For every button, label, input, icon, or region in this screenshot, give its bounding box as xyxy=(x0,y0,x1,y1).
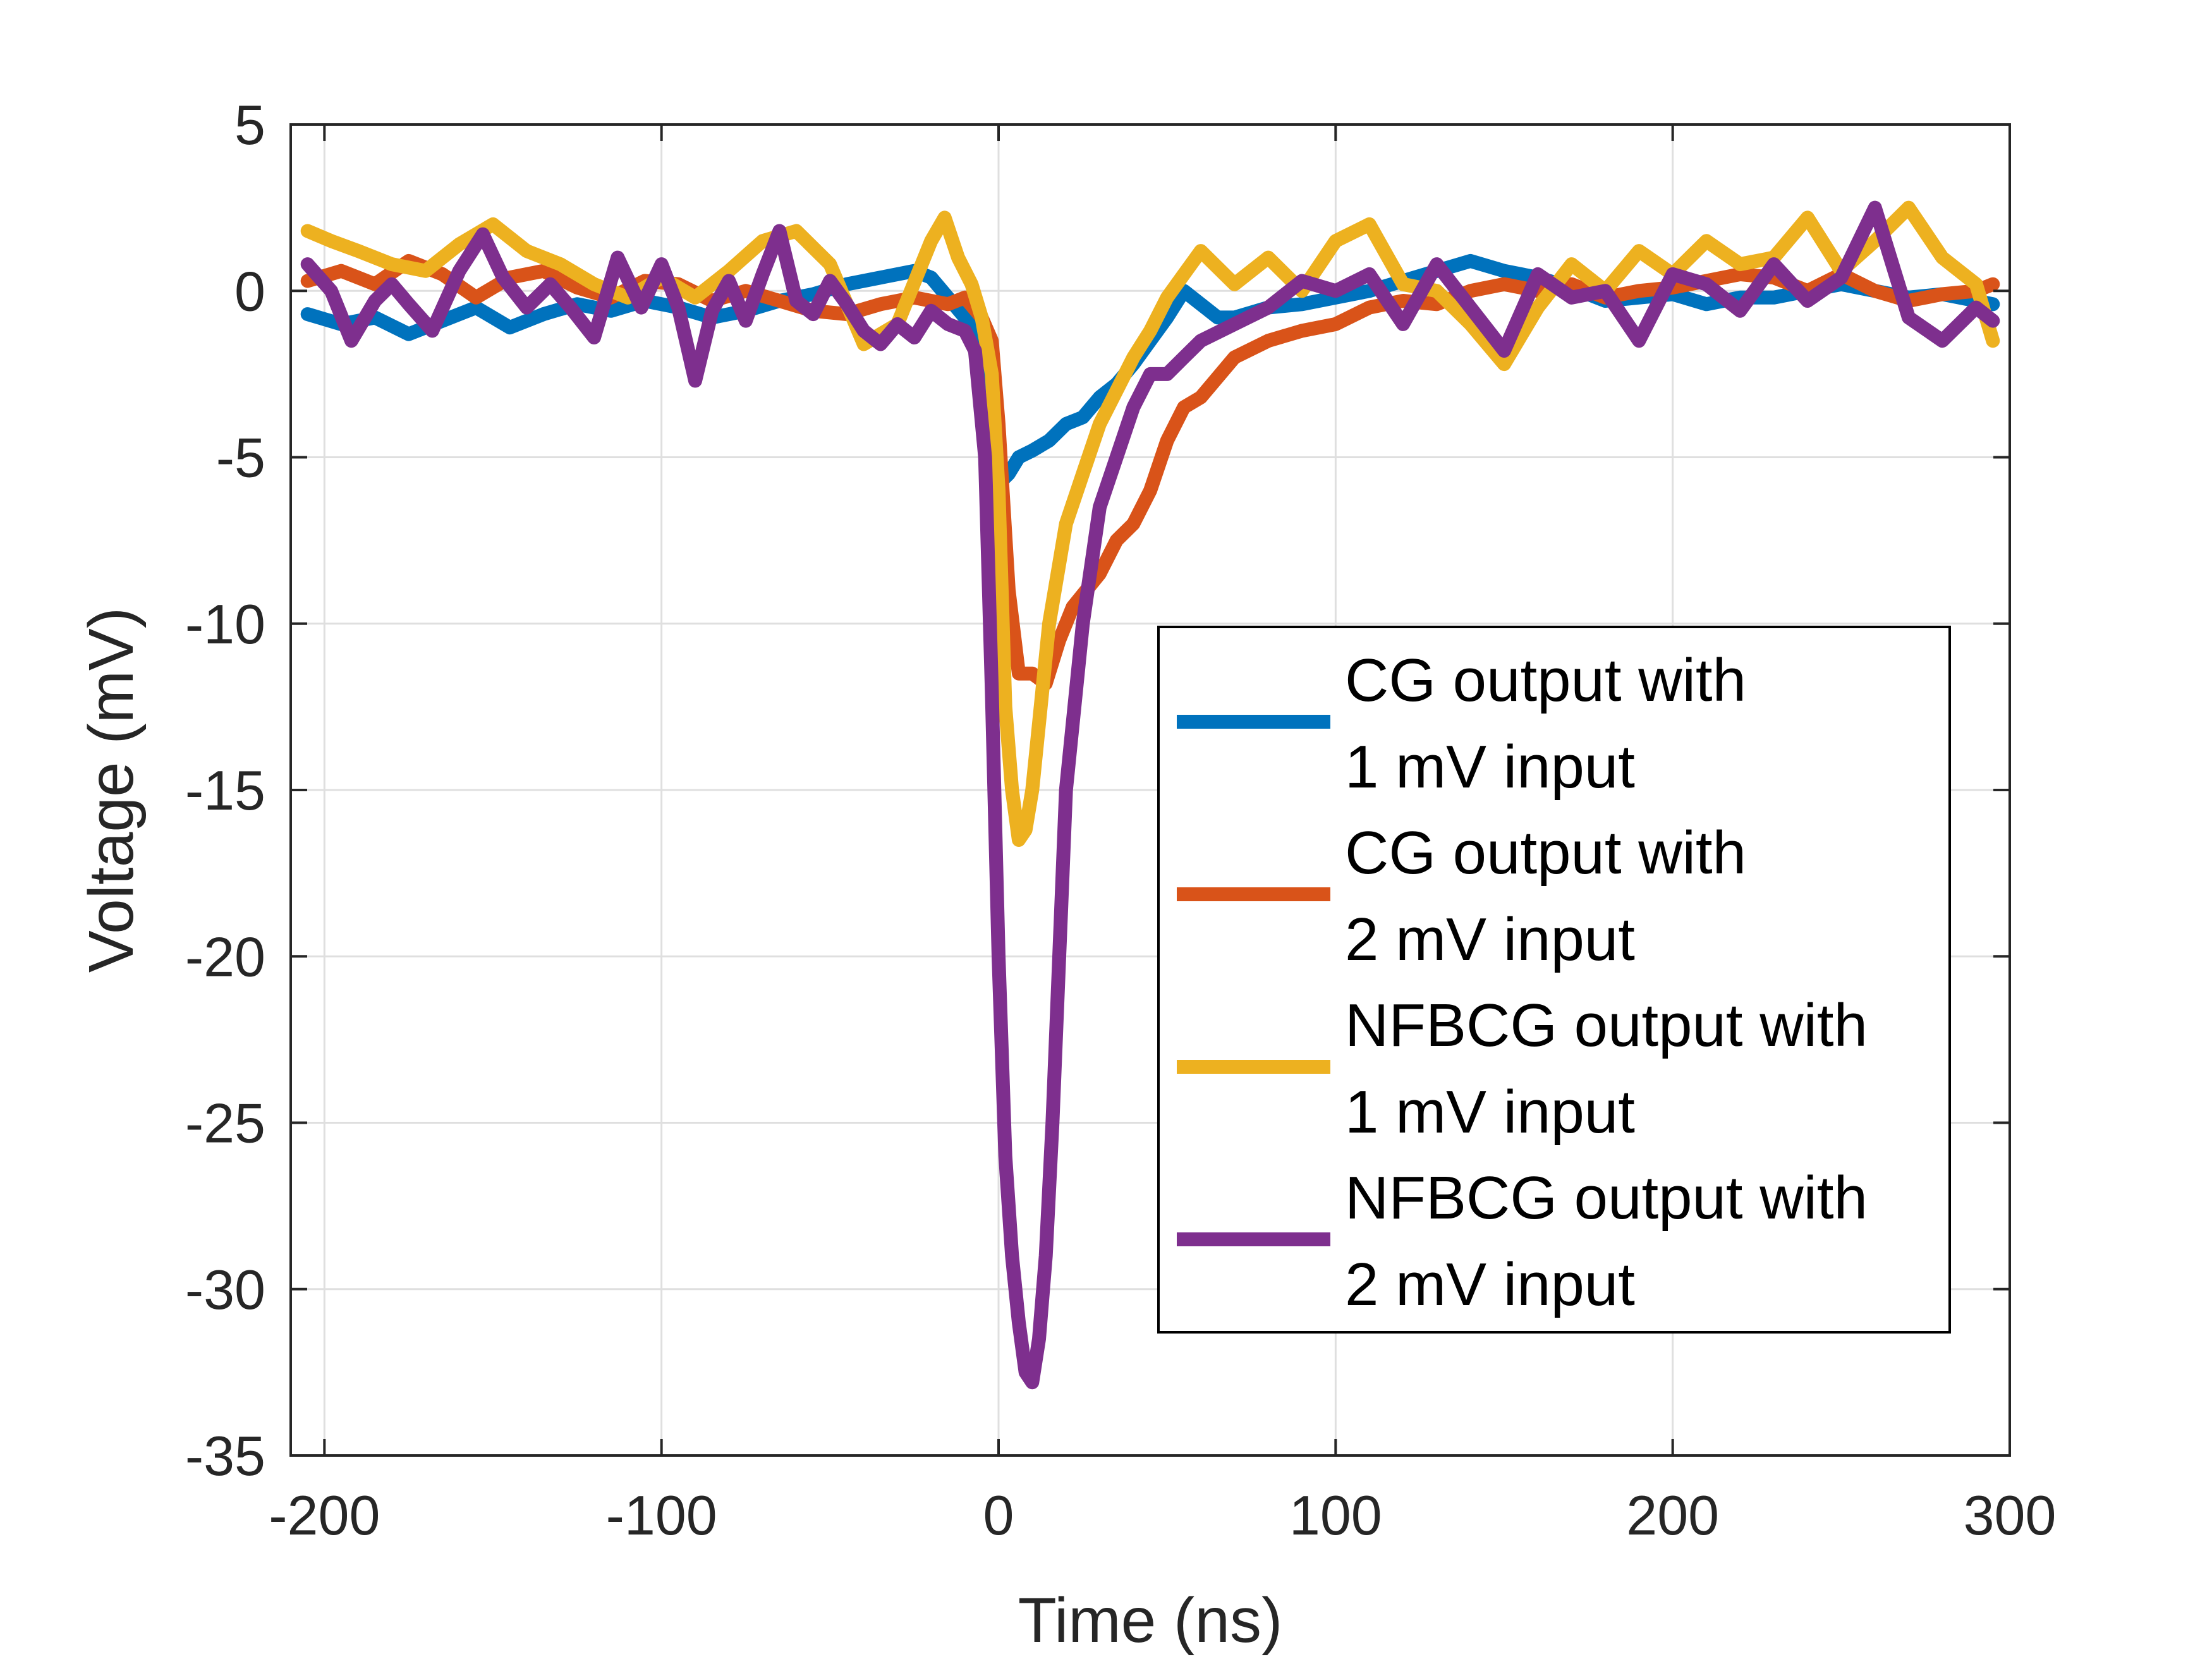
legend-label-4: NFBCG output with xyxy=(1345,1164,1868,1232)
y-tick-label: -35 xyxy=(185,1425,265,1487)
legend-label-3: NFBCG output with xyxy=(1345,992,1868,1059)
legend-label-1: 1 mV input xyxy=(1345,733,1635,801)
x-tick-label: 0 xyxy=(983,1484,1014,1547)
legend-box xyxy=(1157,626,1951,1334)
y-tick-label: -25 xyxy=(185,1092,265,1155)
legend-label-2: CG output with xyxy=(1345,819,1746,887)
x-tick-label: 300 xyxy=(1964,1484,2057,1547)
y-axis-title: Voltage (mV) xyxy=(76,607,147,973)
y-tick-label: -20 xyxy=(185,925,265,988)
y-tick-label: -15 xyxy=(185,759,265,822)
legend-label-1: CG output with xyxy=(1345,647,1746,714)
y-tick-label: 5 xyxy=(234,94,265,156)
legend-label-2: 2 mV input xyxy=(1345,906,1635,973)
legend: CG output with 1 mV input CG output with 2 … xyxy=(1157,626,1951,1334)
y-tick-labels: 5 0 -5 -10 -15 -20 -25 -30 -35 xyxy=(185,94,265,1487)
series-layer xyxy=(300,200,2000,1390)
x-tick-label: -100 xyxy=(606,1484,717,1547)
series-line-4 xyxy=(300,200,2000,1390)
x-tick-label: 100 xyxy=(1289,1484,1382,1547)
axis-ticks xyxy=(291,123,2011,1457)
y-tick-label: -30 xyxy=(185,1258,265,1321)
x-tick-label: -200 xyxy=(269,1484,380,1547)
y-tick-label: -10 xyxy=(185,593,265,655)
legend-label-3: 1 mV input xyxy=(1345,1078,1635,1146)
x-tick-labels: -200 -100 0 100 200 300 xyxy=(269,1484,2056,1547)
legend-label-4: 2 mV input xyxy=(1345,1251,1635,1318)
x-tick-label: 200 xyxy=(1626,1484,1719,1547)
y-tick-label: -5 xyxy=(216,427,265,489)
y-tick-label: 0 xyxy=(234,260,265,322)
x-axis-title: Time (ns) xyxy=(1018,1585,1283,1656)
